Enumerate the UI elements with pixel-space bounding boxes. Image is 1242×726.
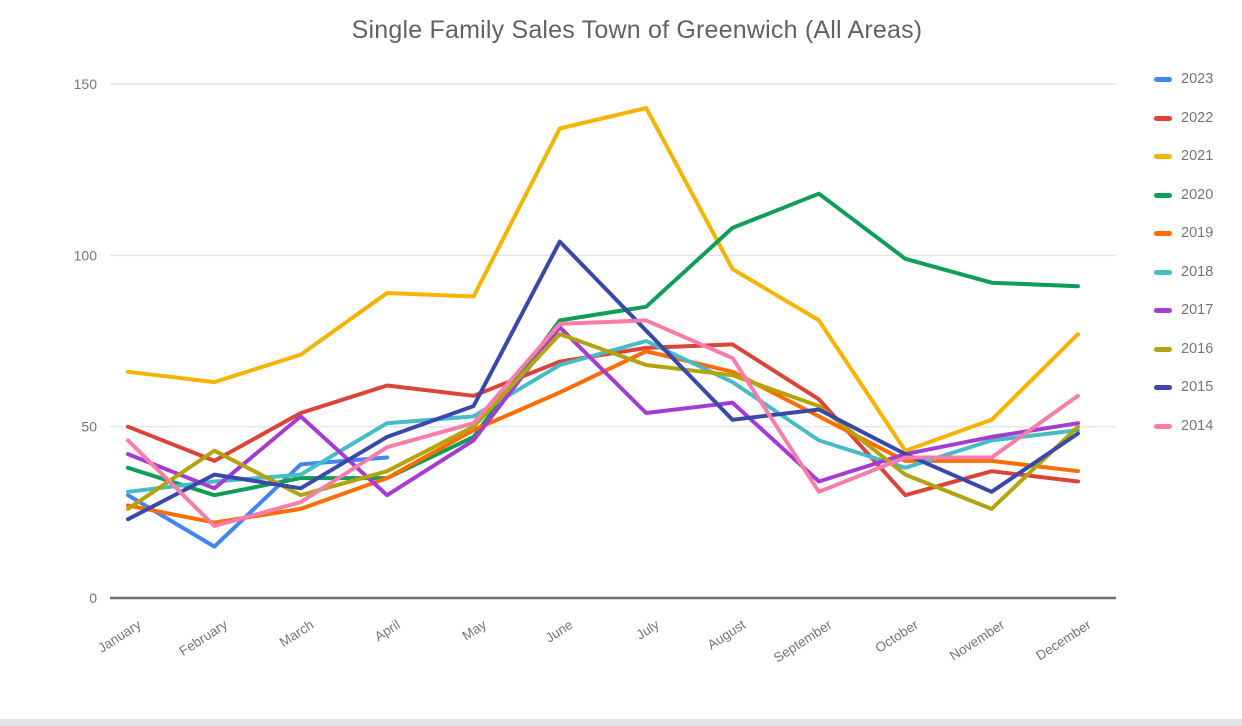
series-line-2021	[126, 106, 1080, 453]
series-line-2017	[126, 325, 1080, 498]
x-tick-label-july: July	[634, 617, 663, 643]
legend-label-2016: 2016	[1181, 340, 1214, 357]
legend-swatch-2023	[1154, 77, 1172, 82]
chart-title: Single Family Sales Town of Greenwich (A…	[351, 16, 923, 44]
series-line-2014	[126, 318, 1080, 528]
legend-swatch-2018	[1154, 269, 1172, 275]
y-tick-label: 0	[89, 590, 97, 606]
y-tick-label: 50	[81, 419, 97, 435]
y-tick-label: 100	[74, 247, 98, 263]
series-line-2018	[126, 339, 1080, 494]
x-tick-label-february: February	[177, 617, 231, 659]
x-tick-label-september: September	[771, 617, 835, 666]
legend-item-2014: 2014	[1154, 417, 1214, 434]
legend-swatch-2019	[1154, 231, 1172, 236]
legend-label-2014: 2014	[1181, 417, 1214, 434]
legend-swatch-2017	[1154, 308, 1172, 313]
legend-label-2015: 2015	[1181, 379, 1214, 395]
legend-swatch-2021	[1154, 154, 1172, 159]
legend-item-2016: 2016	[1154, 340, 1214, 357]
legend-swatch-2015	[1154, 385, 1172, 390]
x-tick-label-october: October	[872, 617, 921, 656]
legend-swatch-2020	[1154, 192, 1172, 198]
legend-item-2023: 2023	[1154, 72, 1213, 87]
x-tick-label-december: December	[1033, 617, 1094, 664]
x-tick-label-june: June	[543, 617, 576, 646]
legend-swatch-2016	[1154, 346, 1172, 352]
legend-label-2019: 2019	[1181, 225, 1214, 241]
legend-label-2022: 2022	[1181, 109, 1214, 126]
legend-label-2018: 2018	[1181, 263, 1214, 280]
legend-item-2022: 2022	[1154, 109, 1214, 126]
series-line-2015	[126, 239, 1080, 522]
x-tick-label-may: May	[460, 617, 490, 644]
series-line-2020	[126, 191, 1080, 498]
legend-item-2020: 2020	[1154, 186, 1214, 203]
legend-swatch-2022	[1154, 115, 1172, 121]
legend-item-2018: 2018	[1154, 263, 1214, 280]
series-line-2022	[126, 342, 1080, 498]
legend-item-2017: 2017	[1154, 303, 1213, 318]
series-line-2019	[126, 349, 1080, 525]
x-tick-label-march: March	[277, 617, 317, 650]
legend-item-2015: 2015	[1154, 380, 1213, 395]
x-tick-label-january: January	[95, 617, 144, 656]
legend-label-2017: 2017	[1181, 302, 1214, 318]
legend-item-2021: 2021	[1154, 149, 1213, 164]
x-tick-label-november: November	[947, 617, 1008, 664]
y-tick-label: 150	[74, 76, 98, 92]
bottom-edge-strip	[0, 719, 1242, 726]
x-tick-label-august: August	[705, 617, 749, 653]
legend-label-2021: 2021	[1181, 148, 1214, 164]
x-tick-label-april: April	[372, 617, 403, 644]
chart-legend: 2023 2022 2021 2020 2019 2018 2017 2016 2015 2014	[1154, 72, 1213, 434]
legend-label-2023: 2023	[1181, 71, 1214, 87]
legend-label-2020: 2020	[1181, 186, 1214, 203]
legend-swatch-2014	[1154, 423, 1172, 429]
legend-item-2019: 2019	[1154, 226, 1213, 241]
